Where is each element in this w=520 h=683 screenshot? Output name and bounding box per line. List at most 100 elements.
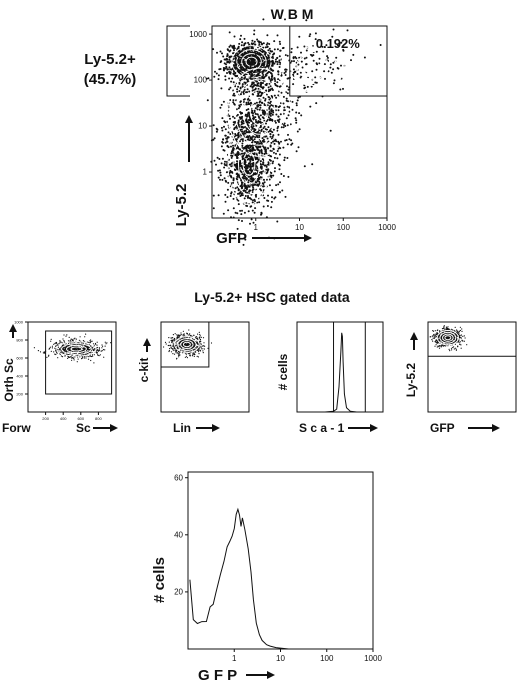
- event-dot: [78, 348, 80, 350]
- event-dot: [259, 126, 262, 129]
- event-dot: [244, 76, 246, 79]
- event-dot: [223, 58, 226, 61]
- y-axis-label: c-kit: [137, 358, 151, 383]
- event-dot: [85, 333, 87, 335]
- sca1-histogram: S c a - 1# cells: [276, 321, 384, 435]
- event-dot: [229, 72, 232, 75]
- event-dot: [252, 42, 255, 45]
- event-dot: [212, 138, 215, 141]
- event-dot: [253, 198, 256, 201]
- event-dot: [282, 126, 285, 129]
- event-dot: [222, 138, 224, 141]
- event-dot: [279, 49, 282, 52]
- event-dot: [282, 46, 285, 49]
- event-dot: [258, 177, 261, 180]
- event-dot: [183, 334, 185, 336]
- event-dot: [264, 51, 267, 54]
- event-dot: [461, 328, 463, 330]
- event-dot: [84, 356, 86, 358]
- event-dot: [257, 87, 260, 90]
- event-dot: [268, 47, 271, 50]
- event-dot: [247, 119, 250, 121]
- event-dot: [195, 351, 197, 353]
- event-dot: [246, 80, 249, 83]
- event-dot: [176, 340, 178, 342]
- event-dot: [197, 333, 199, 335]
- event-dot: [241, 142, 244, 145]
- event-dot: [213, 137, 216, 140]
- event-dot: [228, 77, 231, 80]
- event-dot: [332, 28, 335, 31]
- event-dot: [276, 34, 279, 37]
- event-dot: [221, 129, 224, 132]
- event-dot: [232, 216, 235, 219]
- event-dot: [286, 105, 289, 108]
- event-dot: [230, 162, 233, 165]
- event-dot: [249, 163, 252, 166]
- event-dot: [256, 136, 259, 139]
- event-dot: [447, 326, 449, 328]
- event-dot: [245, 109, 248, 111]
- event-dot: [221, 178, 224, 181]
- event-dot: [314, 76, 317, 79]
- event-dot: [197, 356, 199, 358]
- density-contour: [296, 52, 329, 80]
- event-dot: [235, 63, 238, 66]
- event-dot: [323, 70, 326, 73]
- event-dot: [258, 116, 261, 119]
- event-dot: [293, 60, 295, 63]
- event-dot: [306, 85, 309, 88]
- event-dot: [246, 170, 249, 173]
- event-dot: [244, 113, 247, 116]
- event-dot: [218, 169, 221, 172]
- event-dot: [39, 351, 42, 353]
- event-dot: [229, 117, 231, 120]
- event-dot: [259, 114, 262, 117]
- event-dot: [196, 355, 198, 357]
- event-dot: [291, 108, 294, 111]
- event-dot: [252, 85, 255, 88]
- event-dot: [87, 358, 90, 360]
- event-dot: [266, 60, 269, 63]
- density-contour: [242, 89, 276, 135]
- event-dot: [438, 346, 440, 348]
- event-dot: [252, 199, 254, 202]
- event-dot: [251, 51, 253, 54]
- event-dot: [247, 108, 250, 111]
- event-dot: [263, 197, 266, 199]
- event-dot: [51, 347, 54, 349]
- event-dot: [458, 331, 460, 333]
- event-dot: [242, 147, 244, 149]
- event-dot: [59, 347, 61, 350]
- event-dot: [270, 60, 273, 63]
- event-dot: [203, 342, 205, 344]
- event-dot: [54, 342, 56, 345]
- event-dot: [456, 331, 458, 333]
- event-dot: [86, 355, 88, 357]
- event-dot: [253, 183, 256, 186]
- x-axis-arrow-head: [370, 424, 378, 432]
- event-dot: [257, 183, 260, 186]
- event-dot: [262, 127, 265, 130]
- event-dot: [252, 153, 255, 156]
- event-dot: [274, 58, 277, 61]
- event-dot: [254, 172, 257, 175]
- event-dot: [352, 53, 355, 56]
- event-dot: [275, 152, 277, 155]
- event-dot: [278, 191, 281, 194]
- event-dot: [254, 136, 257, 139]
- event-dot: [295, 150, 298, 153]
- event-dot: [110, 342, 112, 344]
- event-dot: [226, 188, 229, 191]
- event-dot: [236, 146, 239, 149]
- event-dot: [266, 42, 269, 45]
- event-dot: [254, 112, 257, 115]
- event-dot: [240, 179, 243, 182]
- event-dot: [259, 163, 262, 166]
- event-dot: [230, 192, 233, 195]
- event-dot: [75, 338, 77, 340]
- event-dot: [224, 160, 226, 163]
- event-dot: [262, 96, 265, 99]
- event-dot: [236, 74, 238, 77]
- event-dot: [234, 103, 236, 106]
